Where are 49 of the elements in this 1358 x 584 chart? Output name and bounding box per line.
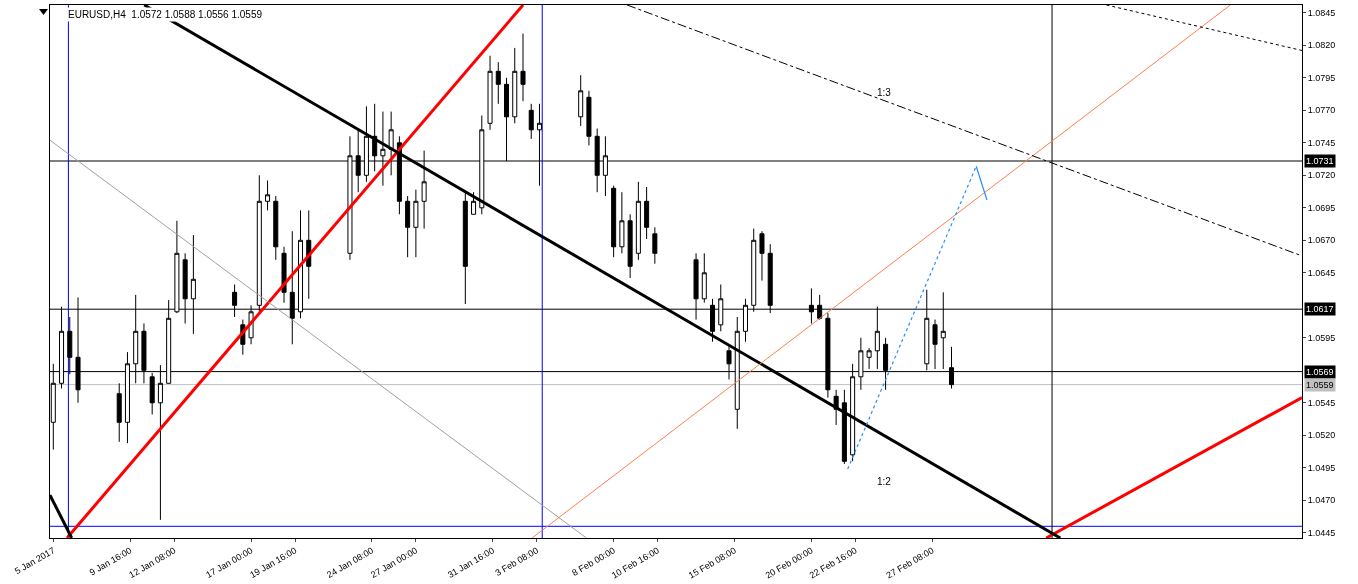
candlestick <box>652 226 658 265</box>
y-tick-label: 1.0495 <box>1307 462 1336 473</box>
y-tick-label: 1.0695 <box>1307 202 1336 213</box>
candlestick <box>866 347 872 370</box>
y-tick-label: 1.0670 <box>1307 235 1336 246</box>
candlestick <box>578 74 584 127</box>
candlestick <box>644 186 650 240</box>
candlestick <box>265 180 271 211</box>
candlestick <box>833 389 839 426</box>
y-tick-label: 1.0720 <box>1307 170 1336 181</box>
candlestick <box>759 230 765 282</box>
candlestick <box>116 382 122 443</box>
candlestick <box>701 252 707 304</box>
candlestick <box>471 191 477 215</box>
candlestick <box>619 191 625 254</box>
annotation: 1:2 <box>877 476 892 487</box>
candlestick <box>932 319 938 370</box>
candlestick <box>586 90 592 146</box>
candlestick <box>273 195 279 261</box>
ref-line-label: 1.0731 <box>1306 156 1334 166</box>
candlestick <box>635 181 641 261</box>
candlestick <box>611 185 617 258</box>
candlestick <box>520 33 526 102</box>
y-tick-label: 1.0820 <box>1307 40 1336 51</box>
ref-line-label: 1.0569 <box>1306 367 1334 377</box>
candlestick <box>462 191 468 305</box>
y-tick-label: 1.0845 <box>1307 7 1336 18</box>
annotation: 1:3 <box>877 87 892 98</box>
y-tick-label: 1.0745 <box>1307 137 1336 148</box>
y-tick-label: 1.0770 <box>1307 105 1336 116</box>
y-tick-label: 1.0595 <box>1307 332 1336 343</box>
candlestick <box>487 55 493 131</box>
y-tick-label: 1.0445 <box>1307 527 1336 538</box>
candlestick <box>495 61 501 105</box>
x-tick-label: 5 Jan 2017 <box>12 545 57 577</box>
candlestick <box>405 195 411 258</box>
y-tick-label: 1.0795 <box>1307 72 1336 83</box>
candlestick <box>841 389 847 465</box>
ref-line-label: 1.0617 <box>1306 304 1334 314</box>
candlestick <box>528 103 534 140</box>
candlestick <box>512 47 518 124</box>
y-tick-label: 1.0545 <box>1307 397 1336 408</box>
ref-line-label: 1.0559 <box>1306 380 1334 390</box>
y-tick-label: 1.0645 <box>1307 267 1336 278</box>
candlestick <box>627 213 633 279</box>
chart-title: EURUSD,H4 1.0572 1.0588 1.0556 1.0559 <box>68 9 263 20</box>
candlestick <box>413 189 419 258</box>
y-tick-label: 1.0520 <box>1307 430 1336 441</box>
y-tick-label: 1.0470 <box>1307 495 1336 506</box>
